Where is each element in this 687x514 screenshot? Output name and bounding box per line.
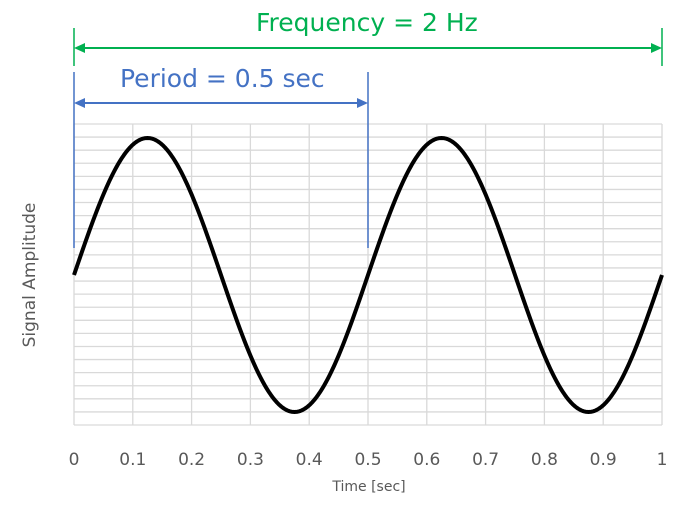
frequency-annotation-label: Frequency = 2 Hz	[256, 8, 478, 37]
x-tick-label: 0.6	[413, 450, 440, 470]
x-tick-label: 0	[69, 450, 80, 470]
period-arrowhead-left	[74, 98, 85, 108]
sine-wave-series	[72, 136, 664, 414]
frequency-arrowhead-left	[74, 43, 85, 53]
curve-layer	[72, 136, 664, 414]
x-axis-label: Time [sec]	[332, 479, 406, 495]
x-tick-label: 0.7	[472, 450, 499, 470]
annotation-layer	[73, 28, 663, 248]
period-annotation-label: Period = 0.5 sec	[120, 64, 325, 93]
x-tick-labels: 0 0.1 0.2 0.3 0.4 0.5 0.6 0.7 0.8 0.9 1	[69, 450, 668, 470]
y-axis-label: Signal Amplitude	[20, 202, 40, 348]
x-tick-label: 0.3	[237, 450, 264, 470]
frequency-arrowhead-right	[651, 43, 662, 53]
x-tick-label: 0.9	[590, 450, 617, 470]
x-tick-label: 0.5	[354, 450, 381, 470]
period-arrowhead-right	[357, 98, 368, 108]
x-tick-label: 0.8	[531, 450, 558, 470]
x-tick-label: 0.1	[119, 450, 146, 470]
x-tick-label: 0.4	[296, 450, 323, 470]
x-tick-label: 0.2	[178, 450, 205, 470]
x-tick-label: 1	[657, 450, 668, 470]
